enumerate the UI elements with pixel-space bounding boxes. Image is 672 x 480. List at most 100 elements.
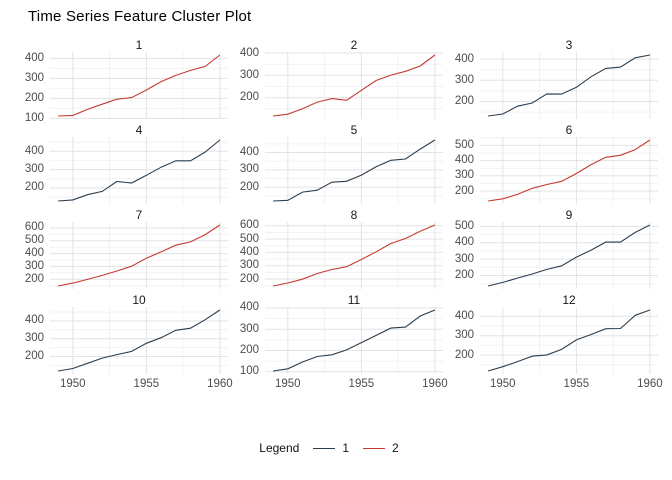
y-tick-label: 300: [239, 259, 259, 272]
y-axis: 200 300 400 500: [450, 137, 480, 204]
facet-plot-svg: [50, 307, 228, 374]
y-axis: 200 300 400 500: [450, 219, 480, 289]
legend-item-cluster2: 2: [363, 441, 399, 455]
facet-plot-svg: [50, 222, 228, 289]
y-tick-label: 200: [24, 181, 44, 194]
facet-panel-7: 7 200 300 400 500 600: [20, 209, 235, 289]
legend-item-label-cluster1: 1: [342, 441, 350, 455]
y-tick-label: 400: [24, 51, 44, 64]
y-tick-label: 500: [24, 234, 44, 247]
x-tick-label: 1960: [207, 378, 233, 390]
x-axis: 1950 1955 1960: [235, 374, 450, 390]
y-tick-label: 500: [239, 232, 259, 245]
y-axis: 200 300 400: [450, 307, 480, 374]
facet-plot-svg: [265, 52, 443, 119]
x-tick-label: 1960: [637, 378, 663, 390]
facet-title: 6: [565, 123, 573, 137]
facet-panel-8: 8 200 300 400 500 600: [235, 209, 450, 289]
y-tick-label: 200: [239, 91, 259, 104]
facet-plot-svg: [480, 307, 658, 374]
y-tick-label: 500: [454, 219, 474, 232]
y-tick-label: 300: [24, 332, 44, 345]
y-tick-label: 200: [239, 344, 259, 356]
y-tick-label: 600: [239, 219, 259, 232]
facet-title: 1: [135, 38, 143, 52]
y-tick-label: 200: [24, 272, 44, 285]
series-line-cluster1: [487, 224, 651, 287]
legend: Legend 1 2: [0, 441, 672, 455]
x-tick-label: 1955: [563, 378, 590, 390]
y-tick-label: 400: [24, 314, 44, 327]
y-tick-label: 200: [454, 268, 474, 281]
plot-area: [50, 222, 228, 289]
facet-plot-svg: [265, 307, 443, 374]
facet-panel-6: 6 200 300 400 500: [450, 124, 665, 204]
y-axis: 200 300 400: [20, 307, 50, 374]
x-tick-label: 1955: [133, 378, 160, 390]
x-tick-label: 1960: [422, 378, 448, 390]
y-tick-label: 500: [454, 138, 474, 151]
legend-item-label-cluster2: 2: [392, 441, 399, 455]
y-tick-label: 400: [454, 309, 474, 322]
y-tick-label: 200: [239, 180, 259, 193]
y-tick-label: 300: [239, 163, 259, 176]
series-line-cluster1: [58, 139, 221, 202]
facet-panel-12: 12 200 300 400 1950 1955 1960: [450, 294, 665, 391]
y-tick-label: 300: [239, 322, 259, 335]
y-tick-label: 200: [454, 184, 474, 197]
facet-plot-svg: [480, 137, 658, 204]
series-line-cluster2: [58, 54, 221, 117]
facet-panel-10: 10 200 300 400 1950 1955 1960: [20, 294, 235, 391]
facet-title: 3: [565, 38, 573, 52]
y-tick-label: 300: [239, 68, 259, 81]
x-tick-label: 1955: [348, 378, 375, 390]
plot-area: [50, 52, 228, 119]
y-tick-label: 200: [24, 350, 44, 363]
y-tick-label: 400: [454, 236, 474, 249]
y-tick-label: 200: [454, 95, 474, 108]
plot-area: [265, 137, 443, 204]
y-axis: 100 200 300 400: [235, 301, 265, 377]
page-title: Time Series Feature Cluster Plot: [28, 8, 252, 25]
x-tick-label: 1950: [60, 378, 86, 390]
facet-panel-2: 2 200 300 400: [235, 39, 450, 119]
y-axis: 200 300 400: [450, 52, 480, 119]
facet-panel-9: 9 200 300 400 500: [450, 209, 665, 289]
plot-area: [480, 137, 658, 204]
facet-plot-svg: [265, 137, 443, 204]
y-tick-label: 400: [239, 301, 259, 314]
y-tick-label: 400: [239, 46, 259, 59]
x-axis: 1950 1955 1960: [450, 374, 665, 390]
y-tick-label: 300: [454, 252, 474, 265]
plot-area: [50, 307, 228, 374]
facet-panel-1: 1 100 200 300 400: [20, 38, 235, 124]
facet-plot-svg: [265, 222, 443, 289]
y-tick-label: 400: [454, 52, 474, 65]
legend-title: Legend: [259, 441, 300, 455]
series-line-cluster2: [488, 139, 651, 202]
series-line-cluster1: [273, 139, 436, 202]
y-tick-label: 300: [454, 169, 474, 182]
plot-area: [480, 222, 658, 289]
facet-panel-4: 4 200 300 400: [20, 124, 235, 204]
facet-title: 8: [350, 208, 358, 222]
y-tick-label: 200: [454, 348, 474, 361]
y-tick-label: 400: [24, 247, 44, 260]
legend-line-swatch-cluster2: [363, 447, 386, 449]
legend-line-swatch-cluster1: [313, 447, 336, 449]
y-tick-label: 200: [24, 91, 44, 104]
facet-title: 4: [135, 123, 143, 137]
series-line-cluster1: [488, 54, 651, 117]
y-axis: 200 300 400 500 600: [235, 219, 265, 289]
series-line-cluster1: [273, 309, 436, 372]
y-tick-label: 100: [24, 111, 44, 124]
y-tick-label: 400: [454, 154, 474, 167]
y-axis: 100 200 300 400: [20, 51, 50, 124]
plot-area: [265, 52, 443, 119]
plot-area: [265, 222, 443, 289]
facet-grid: 1 100 200 300 400 2 200 300 400 3 200 300 400 4 200 300…: [20, 39, 672, 395]
x-tick-label: 1950: [490, 378, 516, 390]
y-tick-label: 100: [239, 365, 259, 378]
series-line-cluster1: [487, 309, 651, 372]
